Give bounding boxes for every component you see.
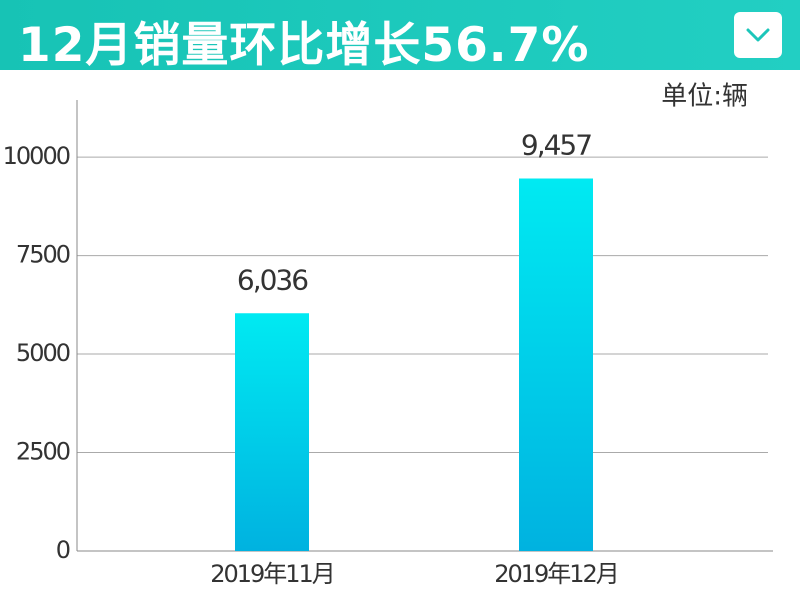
x-tick-label: 2019年11月 [210, 560, 334, 588]
value-label: 6,036 [237, 263, 308, 296]
bar [235, 313, 309, 551]
bar [519, 178, 593, 551]
value-label: 9,457 [521, 129, 591, 162]
y-tick-label: 10000 [3, 142, 70, 170]
dropdown-button[interactable] [734, 12, 782, 58]
y-tick-label: 7500 [16, 241, 70, 269]
y-tick-label: 0 [56, 536, 70, 564]
chart-title: 12月销量环比增长56.7% [18, 18, 590, 73]
banner: 12月销量环比增长56.7% [0, 0, 800, 73]
dropdown-icon [746, 28, 770, 42]
y-tick-label: 2500 [16, 438, 70, 466]
x-tick-label: 2019年12月 [494, 560, 618, 588]
unit-label: 单位:辆 [661, 82, 748, 112]
y-tick-label: 5000 [16, 339, 70, 367]
